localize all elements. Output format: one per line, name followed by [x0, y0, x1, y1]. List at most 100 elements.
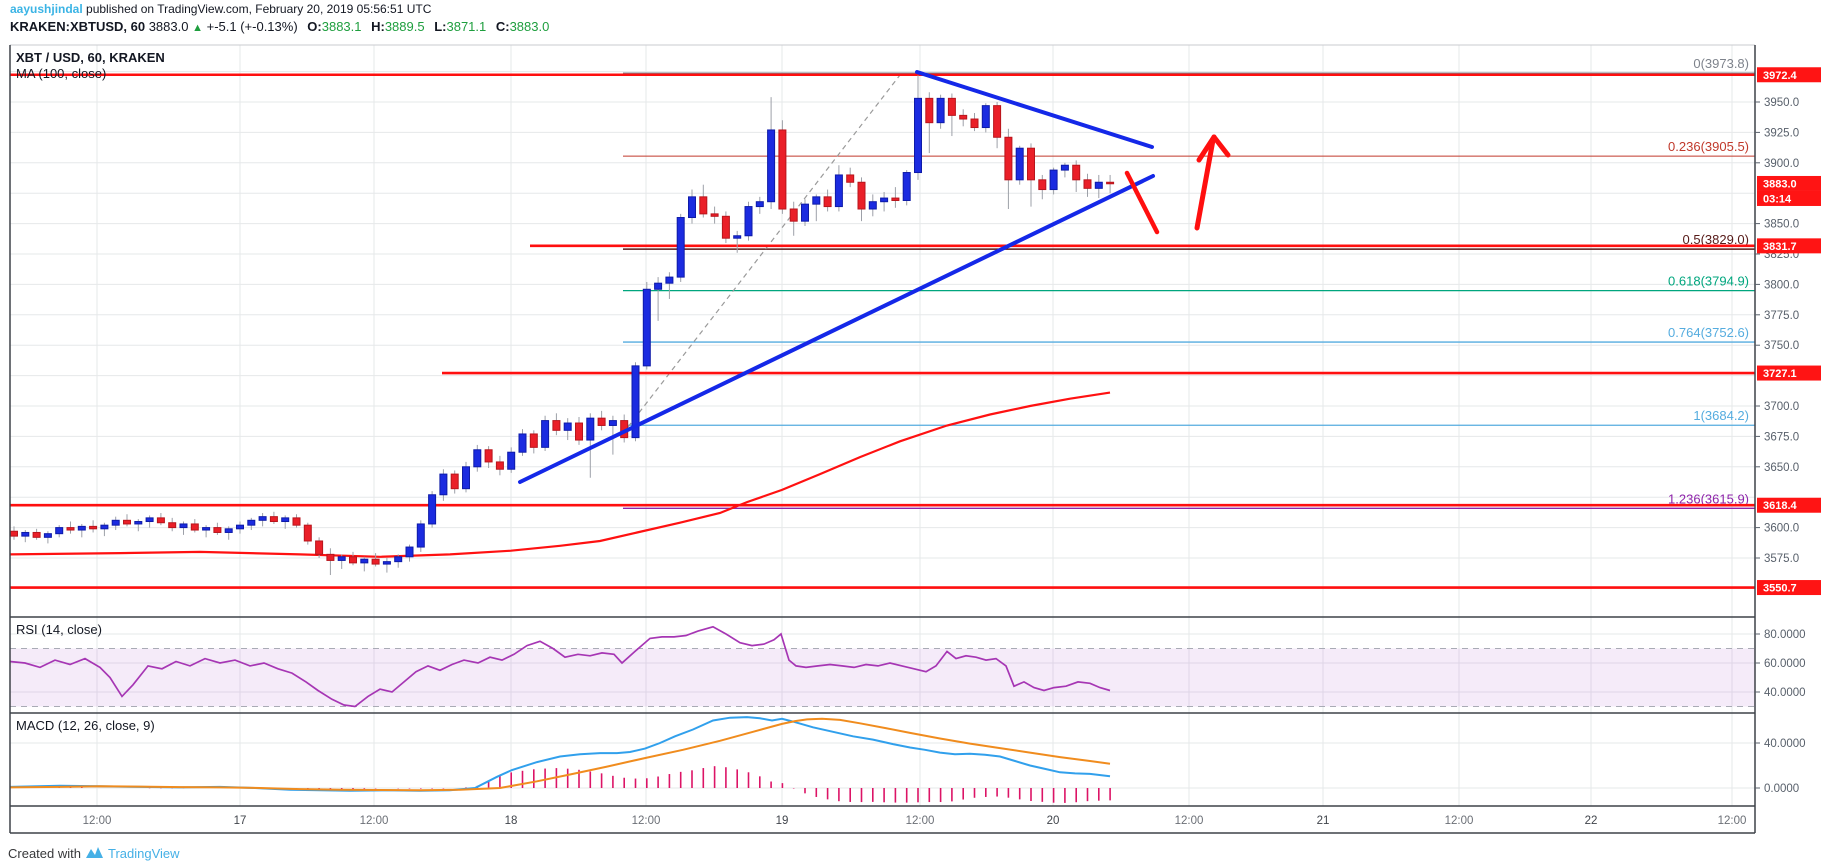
candle [484, 449, 493, 463]
candle [337, 556, 346, 561]
price-tick-label: 3850.0 [1764, 219, 1799, 231]
ma100-line [9, 391, 1111, 558]
candle [360, 558, 369, 564]
candle [801, 203, 809, 222]
fib-level-label: 0.764(3752.6) [1668, 325, 1749, 340]
price-chip-text: 3727.1 [1763, 368, 1797, 380]
candle [382, 561, 391, 565]
candle [236, 524, 244, 530]
candle [654, 282, 663, 290]
symbol-status-line: KRAKEN:XBTUSD, 60 3883.0 ▲ +-5.1 (+-0.13… [10, 19, 549, 36]
fib-level-label: 1.236(3615.9) [1668, 491, 1749, 506]
tradingview-brand-link[interactable]: TradingView [107, 845, 180, 861]
candle [642, 288, 651, 367]
candle [145, 517, 154, 523]
created-with-text: Created with [8, 845, 81, 861]
candle [1015, 147, 1024, 181]
countdown-chip [1757, 190, 1821, 206]
candle [428, 494, 437, 525]
candle [507, 451, 516, 470]
price-chip [1757, 365, 1821, 381]
candle [43, 533, 52, 538]
red-zigzag-mark [1124, 170, 1160, 235]
candle [688, 196, 696, 219]
candle [1027, 147, 1035, 181]
candle [891, 197, 900, 201]
symbol-name: KRAKEN:XBTUSD, 60 [10, 19, 146, 34]
author-link[interactable]: aayushjindal [10, 2, 83, 16]
ascending-support [518, 174, 1155, 484]
candle [857, 181, 866, 210]
fib-level-label: 0.236(3905.5) [1668, 139, 1749, 154]
price-chip [1757, 238, 1821, 254]
candlesticks [10, 75, 1115, 576]
candle [868, 201, 877, 210]
candle [77, 525, 86, 531]
candle [450, 473, 459, 490]
candle [269, 516, 278, 523]
candle [1106, 181, 1115, 185]
rsi-tick-label: 60.0000 [1764, 658, 1806, 670]
candle [880, 197, 889, 203]
candle [213, 527, 222, 533]
candle [518, 433, 527, 453]
candle [925, 97, 934, 124]
candle [371, 558, 380, 565]
candle [767, 129, 776, 203]
candle [32, 531, 41, 538]
candle [959, 114, 968, 120]
candle [179, 523, 188, 529]
rsi-tick-label: 80.0000 [1764, 629, 1806, 641]
time-tick-label: 12:00 [1445, 815, 1474, 827]
pane-borders [9, 44, 1756, 834]
pane-title-main: XBT / USD, 60, KRAKEN [16, 50, 165, 65]
rsi-overbought-oversold-band [10, 648, 1755, 707]
candle [608, 420, 617, 426]
price-label-chips: 3972.4 3883.0 3831.7 3727.1 3618.4 3550.7 03:1… [1757, 67, 1821, 596]
candle [1072, 164, 1081, 181]
macd-tick-label: 0.0000 [1764, 783, 1799, 795]
candle [111, 519, 120, 526]
tradingview-logo-icon [85, 847, 103, 858]
price-tick-label: 3800.0 [1764, 279, 1799, 291]
candle [1083, 179, 1092, 189]
candle [541, 420, 550, 448]
candle [281, 517, 290, 523]
price-tick-label: 3750.0 [1764, 340, 1799, 352]
candle [1060, 164, 1069, 171]
fib-dashed-connector [627, 74, 901, 428]
fib-level-label: 0.5(3829.0) [1683, 232, 1750, 247]
candle [834, 174, 843, 208]
price-chip-text: 3618.4 [1763, 500, 1798, 512]
descending-resistance [915, 70, 1154, 149]
candle [55, 527, 64, 535]
candle [529, 433, 538, 448]
candle [168, 522, 177, 529]
horizontal-price-rays [10, 73, 1755, 589]
time-axis[interactable]: 12:00 17 12:00 18 12:00 19 12:00 20 12:00 21 12:00… [83, 815, 1747, 827]
candle [665, 276, 674, 284]
price-chip-text: 3831.7 [1763, 241, 1797, 253]
ohlc-key: H: [371, 19, 385, 34]
header: aayushjindal published on TradingView.co… [10, 2, 549, 36]
candle [190, 523, 199, 531]
price-tick-label: 3775.0 [1764, 310, 1799, 322]
fib-retracement: 0(3973.8) 0.236(3905.5) 0.5(3829.0) 0.618(3… [623, 56, 1755, 509]
price-axis[interactable]: 3950.03925.03900.03850.03825.03800.03775… [1755, 97, 1806, 795]
trendlines [518, 70, 1155, 484]
candle [710, 213, 719, 217]
candle [416, 523, 425, 548]
time-tick-label: 12:00 [83, 815, 112, 827]
fib-level-label: 1(3684.2) [1693, 408, 1749, 423]
candle [439, 473, 448, 496]
ohlc-value: 3883.1 [321, 19, 366, 34]
candle [970, 118, 979, 129]
price-chip [1757, 67, 1821, 83]
price-chip [1757, 580, 1821, 596]
price-tick-label: 3575.0 [1764, 553, 1799, 565]
candle [936, 97, 945, 124]
up-arrow-head [1211, 134, 1231, 158]
price-tick-label: 3675.0 [1764, 431, 1799, 443]
candle [563, 422, 572, 431]
